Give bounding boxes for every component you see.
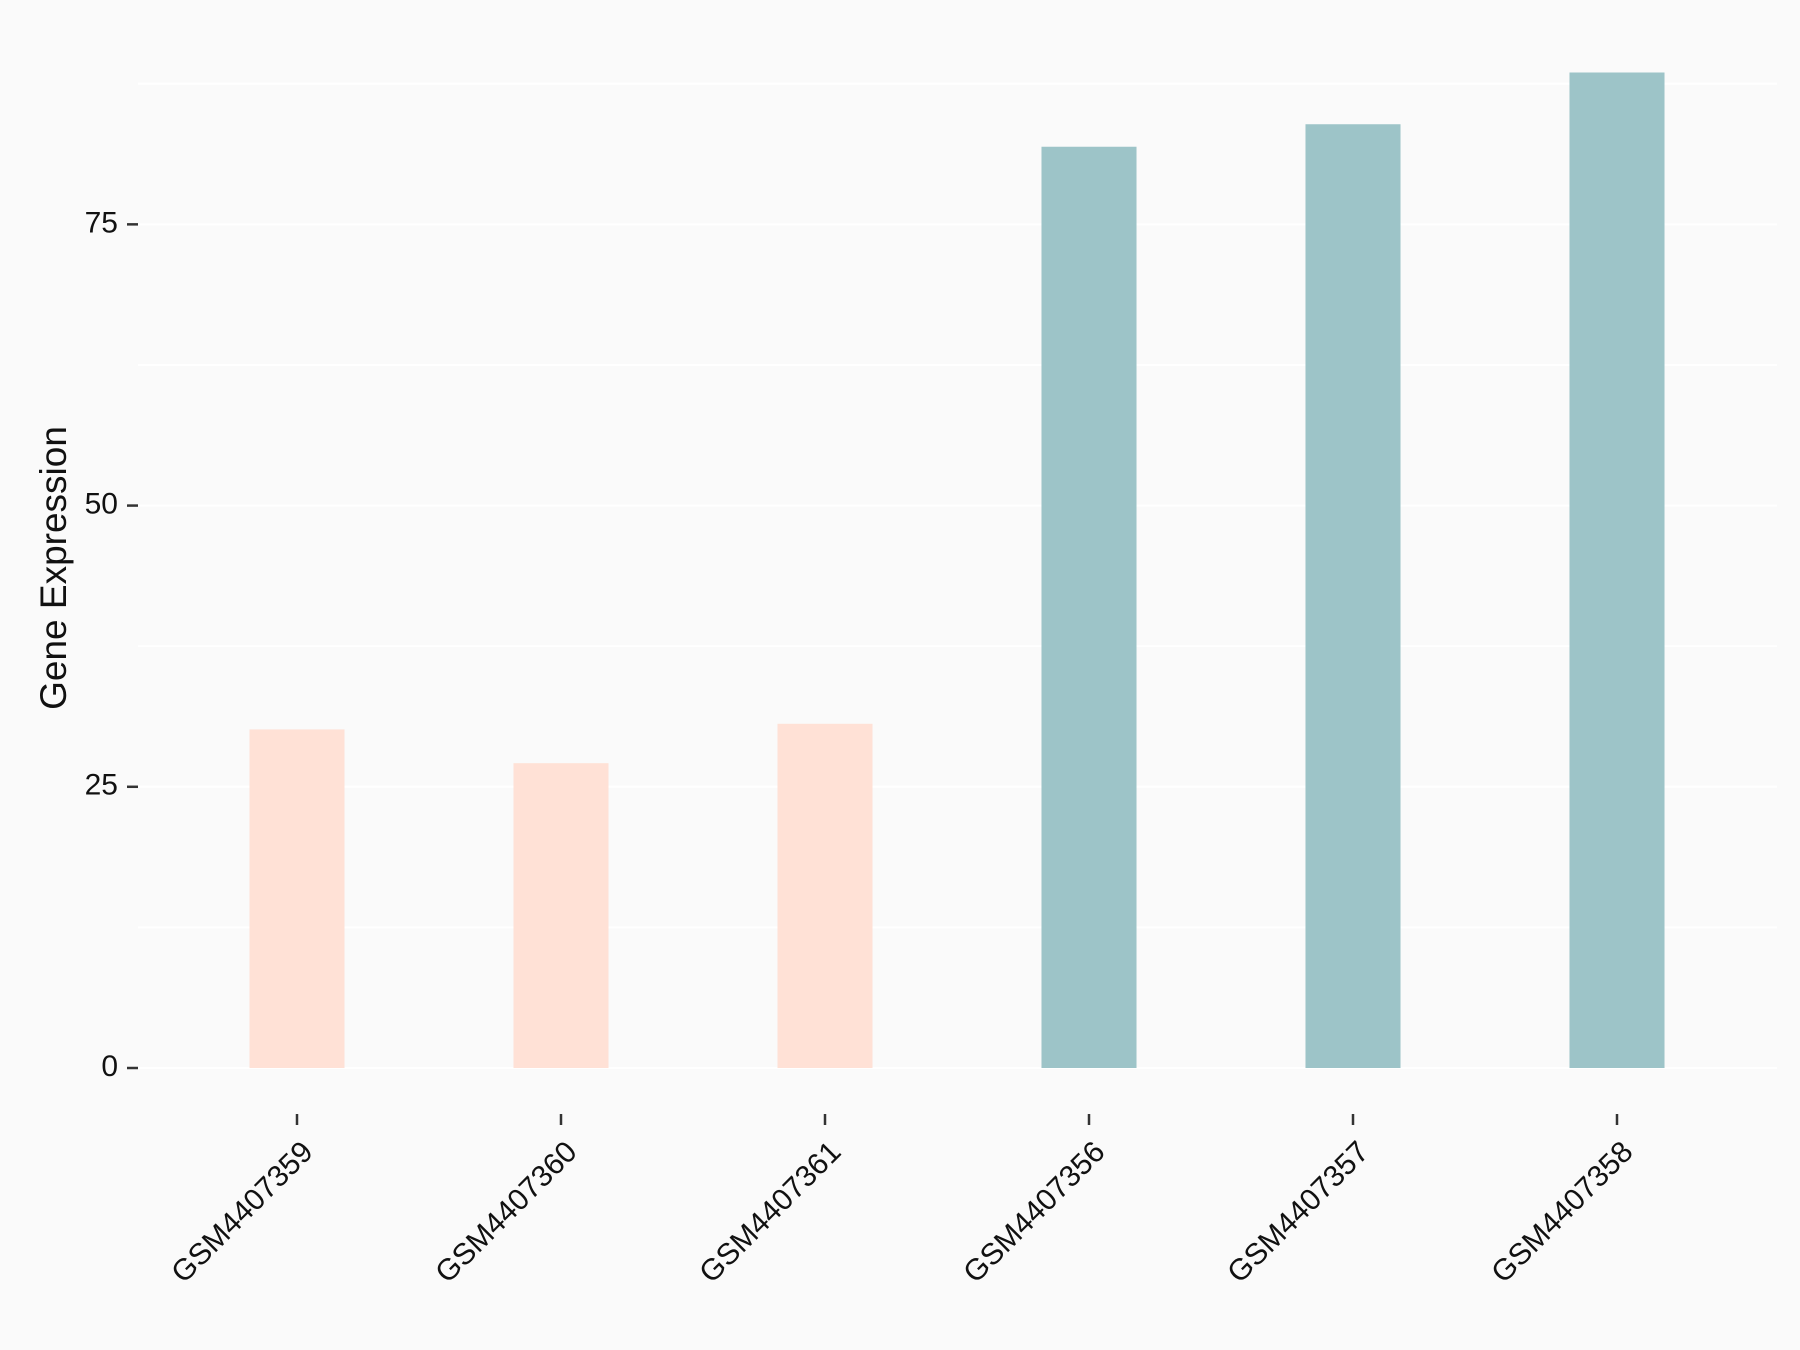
bar xyxy=(513,763,609,1069)
y-tick-label: 25 xyxy=(85,769,118,802)
bar xyxy=(1305,124,1401,1069)
bar xyxy=(1041,146,1137,1069)
y-tick-label: 75 xyxy=(85,206,118,239)
y-axis-title: Gene Expression xyxy=(33,426,74,710)
bar xyxy=(777,723,873,1069)
bar xyxy=(1569,72,1665,1069)
y-tick-label: 50 xyxy=(85,487,118,520)
y-tick-label: 0 xyxy=(101,1050,118,1083)
bar xyxy=(249,729,345,1069)
